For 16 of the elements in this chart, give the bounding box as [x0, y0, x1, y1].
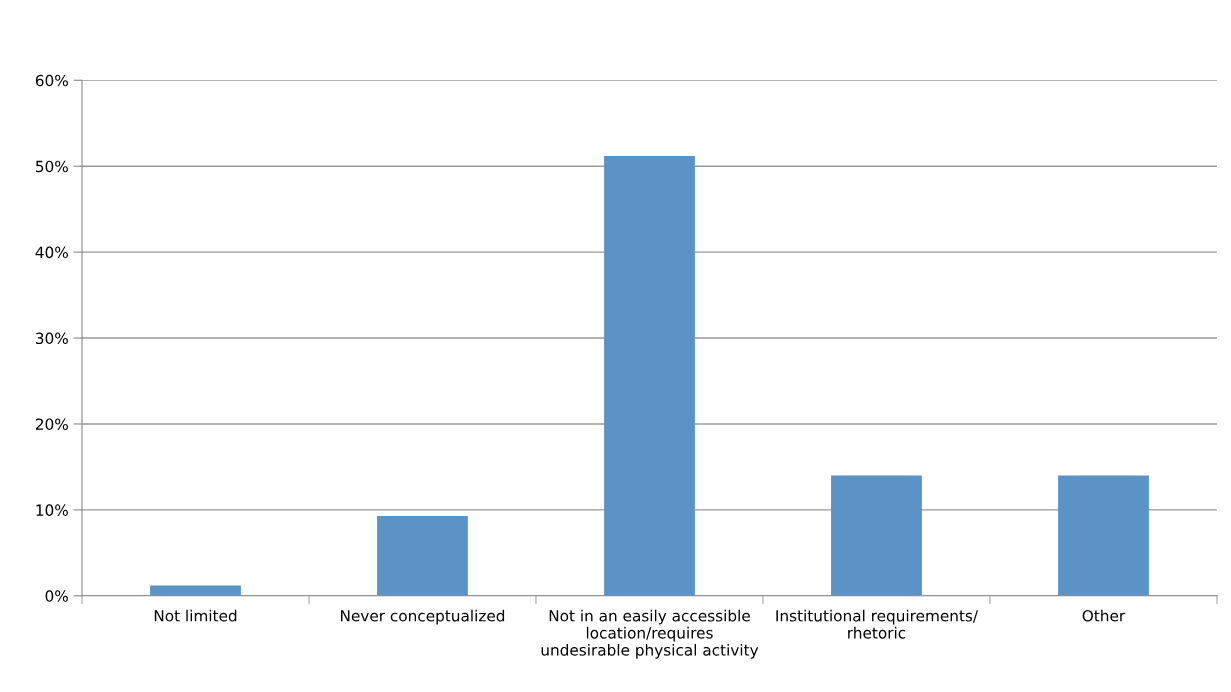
y-tick-label: 40%: [35, 246, 68, 259]
x-tick-label: Never conceptualized: [340, 609, 505, 625]
y-tick-label: 60%: [35, 74, 68, 87]
x-tick-label: Institutional requirements/ rhetoric: [776, 609, 979, 639]
y-tick-label: 20%: [35, 418, 68, 430]
bar: [1058, 475, 1149, 596]
y-tick-label: 50%: [36, 160, 68, 173]
x-tick-label: Other: [1082, 609, 1126, 622]
bar: [604, 155, 695, 596]
y-tick-label: 10%: [36, 504, 68, 516]
y-tick-label: 0%: [45, 590, 68, 602]
y-tick-label: 30%: [36, 332, 68, 345]
x-tick-label: Not limited: [154, 609, 237, 622]
bar: [377, 515, 468, 596]
x-tick-label: Not in an easily accessible location/requires undesirable physical activity: [541, 609, 759, 659]
bar: [831, 475, 922, 596]
